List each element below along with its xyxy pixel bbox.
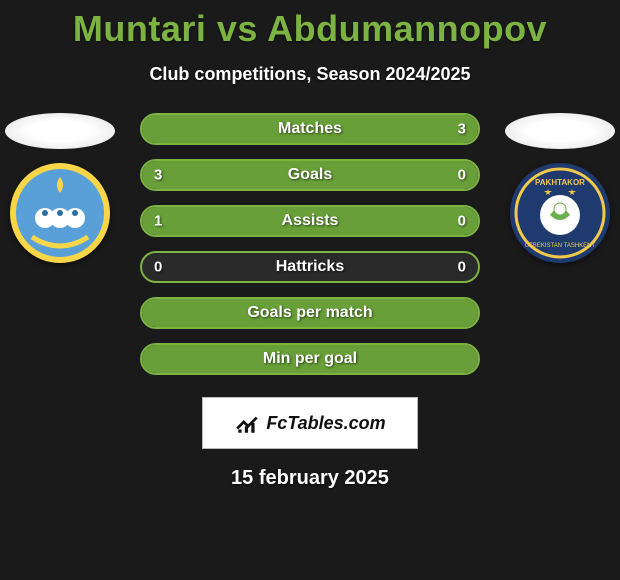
stat-label: Min per goal xyxy=(142,350,478,368)
svg-text:PAKHTAKOR: PAKHTAKOR xyxy=(535,178,585,187)
stat-row: Goals per match xyxy=(140,297,480,329)
club-badge-left-icon xyxy=(10,163,110,263)
attribution-text: FcTables.com xyxy=(266,413,385,434)
player-right-avatar xyxy=(505,113,615,149)
stat-value-right: 3 xyxy=(458,121,466,138)
stat-label: Matches xyxy=(142,120,478,138)
stat-label: Hattricks xyxy=(142,258,478,276)
player-left-club-badge xyxy=(10,163,110,263)
chart-icon xyxy=(234,410,260,436)
stat-value-right: 0 xyxy=(458,259,466,276)
comparison-panel: PAKHTAKOR UZBEKISTAN TASHKENT Matches 3 … xyxy=(0,113,620,490)
stat-row: 0 Hattricks 0 xyxy=(140,251,480,283)
attribution-badge[interactable]: FcTables.com xyxy=(202,397,418,449)
stat-label: Assists xyxy=(142,212,478,230)
stat-row: Min per goal xyxy=(140,343,480,375)
stat-row: Matches 3 xyxy=(140,113,480,145)
page-title: Muntari vs Abdumannopov xyxy=(0,0,620,50)
subtitle: Club competitions, Season 2024/2025 xyxy=(0,64,620,85)
stat-row: 1 Assists 0 xyxy=(140,205,480,237)
stat-row: 3 Goals 0 xyxy=(140,159,480,191)
player-right: PAKHTAKOR UZBEKISTAN TASHKENT xyxy=(500,113,620,263)
player-left xyxy=(0,113,120,263)
stat-value-right: 0 xyxy=(458,167,466,184)
stat-label: Goals xyxy=(142,166,478,184)
player-right-club-badge: PAKHTAKOR UZBEKISTAN TASHKENT xyxy=(510,163,610,263)
stats-list: Matches 3 3 Goals 0 1 Assists 0 0 Hattri… xyxy=(140,113,480,375)
date: 15 february 2025 xyxy=(0,467,620,490)
club-badge-right-icon: PAKHTAKOR UZBEKISTAN TASHKENT xyxy=(510,163,610,263)
svg-text:UZBEKISTAN TASHKENT: UZBEKISTAN TASHKENT xyxy=(525,243,596,249)
player-left-avatar xyxy=(5,113,115,149)
stat-value-right: 0 xyxy=(458,213,466,230)
stat-label: Goals per match xyxy=(142,304,478,322)
